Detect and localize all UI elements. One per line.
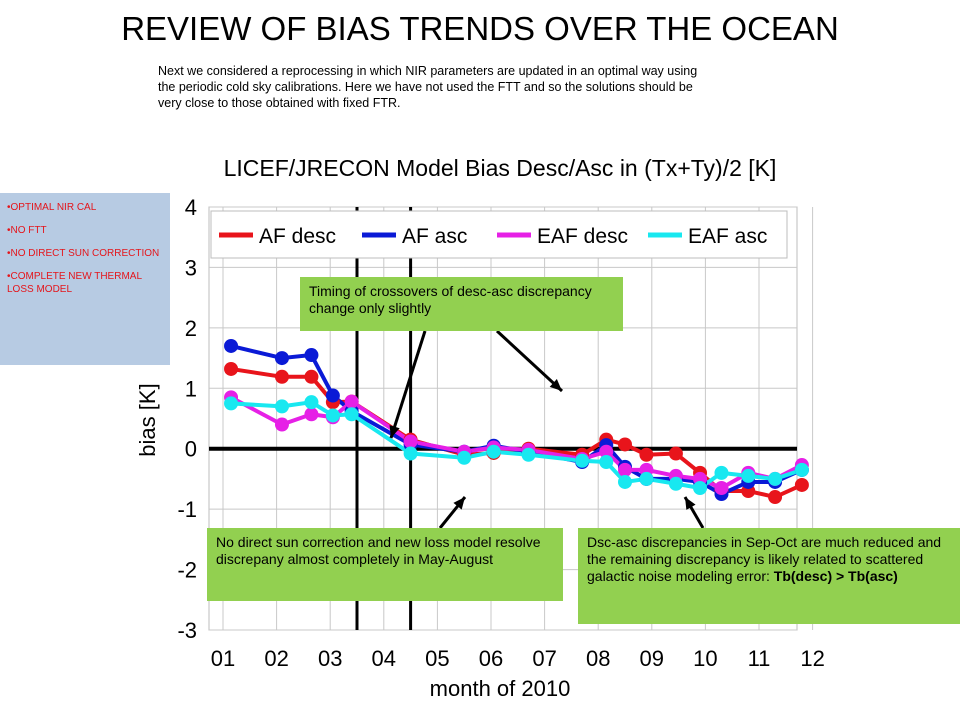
x-tick-label: 06	[479, 646, 503, 671]
series-group	[224, 338, 809, 505]
data-point	[714, 480, 729, 495]
data-point	[304, 369, 319, 384]
settings-sidebox: OPTIMAL NIR CAL NO FTT NO DIRECT SUN COR…	[0, 193, 170, 365]
y-tick-label: 2	[185, 316, 197, 341]
intro-line: Next we considered a reprocessing in whi…	[158, 64, 698, 78]
legend-label: EAF desc	[537, 225, 628, 248]
data-point	[403, 446, 418, 461]
x-tick-label: 11	[748, 646, 771, 671]
intro-line: very close to those obtained with fixed …	[158, 96, 401, 110]
data-point	[618, 462, 632, 477]
data-point	[304, 395, 319, 410]
legend-label: AF asc	[402, 225, 467, 248]
x-tick-label: 01	[211, 646, 235, 671]
callout-crossover-text: Timing of crossovers of desc-asc discrep…	[309, 283, 592, 316]
x-tick-label: 12	[800, 646, 824, 671]
data-point	[618, 474, 632, 489]
data-point	[325, 408, 340, 423]
legend: AF desc AF asc EAF desc EAF asc	[210, 210, 788, 259]
data-point	[304, 407, 319, 422]
x-tick-label: 02	[264, 646, 288, 671]
callout-arrows	[389, 329, 705, 529]
data-point	[486, 444, 501, 459]
data-point	[714, 465, 729, 480]
x-tick-label: 03	[318, 646, 342, 671]
sidebox-item-nir-cal: OPTIMAL NIR CAL	[7, 201, 166, 214]
legend-label: AF desc	[259, 225, 336, 248]
y-tick-label: 0	[185, 437, 197, 462]
data-point	[224, 396, 239, 411]
arrow-crossover-right-head	[549, 379, 562, 391]
data-point	[403, 434, 418, 449]
data-point	[741, 468, 756, 483]
data-point	[274, 417, 289, 432]
y-tick-label: 4	[185, 195, 197, 220]
arrow-may-august-head	[453, 497, 465, 510]
data-point	[768, 490, 783, 505]
data-point	[668, 446, 683, 461]
data-point	[344, 407, 359, 422]
data-point	[521, 447, 536, 462]
data-point	[599, 455, 614, 470]
data-point	[274, 399, 289, 414]
arrow-crossover-right	[495, 329, 564, 393]
data-point	[457, 450, 472, 465]
data-point	[639, 447, 654, 462]
data-point	[794, 462, 809, 477]
y-tick-label: -2	[177, 558, 197, 583]
arrow-crossover-left-head	[389, 425, 400, 438]
data-point	[768, 471, 783, 486]
data-point	[639, 471, 654, 486]
y-tick-label: 1	[185, 376, 197, 401]
y-tick-label: -3	[177, 618, 197, 643]
x-tick-label: 07	[532, 646, 556, 671]
callout-sep-oct-text: Dsc-asc discrepancies in Sep-Oct are muc…	[587, 534, 942, 584]
callout-sep-oct: Dsc-asc discrepancies in Sep-Oct are muc…	[578, 528, 960, 624]
data-point	[344, 394, 359, 409]
data-point	[224, 361, 239, 376]
arrow-sep-oct-head	[685, 497, 696, 510]
arrow-crossover-left	[389, 330, 427, 439]
slide-title: REVIEW OF BIAS TRENDS OVER THE OCEAN	[121, 10, 839, 47]
data-point	[599, 444, 614, 459]
data-point	[274, 351, 289, 366]
data-point	[618, 437, 632, 452]
sidebox-item-no-ftt: NO FTT	[7, 224, 166, 237]
callout-crossover: Timing of crossovers of desc-asc discrep…	[300, 277, 623, 331]
intro-text: Next we considered a reprocessing in whi…	[158, 63, 798, 111]
x-tick-label: 04	[372, 646, 396, 671]
x-tick-label: 05	[425, 646, 449, 671]
legend-label: EAF asc	[688, 225, 767, 248]
x-tick-label: 08	[586, 646, 610, 671]
data-point	[325, 388, 340, 403]
data-point	[794, 477, 809, 492]
chart-title: LICEF/JRECON Model Bias Desc/Asc in (Tx+…	[224, 155, 777, 181]
callout-sep-oct-bold: Tb(desc) > Tb(asc)	[773, 568, 898, 584]
x-axis-label: month of 2010	[430, 676, 571, 701]
x-tick-label: 09	[640, 646, 664, 671]
data-point	[693, 480, 708, 495]
callout-may-august: No direct sun correction and new loss mo…	[207, 528, 563, 601]
y-axis-label: bias [K]	[135, 383, 160, 456]
data-point	[575, 453, 590, 468]
data-point	[224, 338, 239, 353]
data-point	[274, 369, 289, 384]
data-point	[304, 348, 319, 363]
intro-line: the periodic cold sky calibrations. Here…	[158, 80, 693, 94]
sidebox-item-no-sun: NO DIRECT SUN CORRECTION	[7, 247, 166, 260]
sidebox-item-thermal: COMPLETE NEW THERMAL LOSS MODEL	[7, 270, 166, 296]
x-tick-label: 10	[693, 646, 717, 671]
y-tick-label: -1	[177, 497, 197, 522]
y-tick-label: 3	[185, 255, 197, 280]
data-point	[668, 476, 683, 491]
callout-may-august-text: No direct sun correction and new loss mo…	[216, 534, 541, 567]
